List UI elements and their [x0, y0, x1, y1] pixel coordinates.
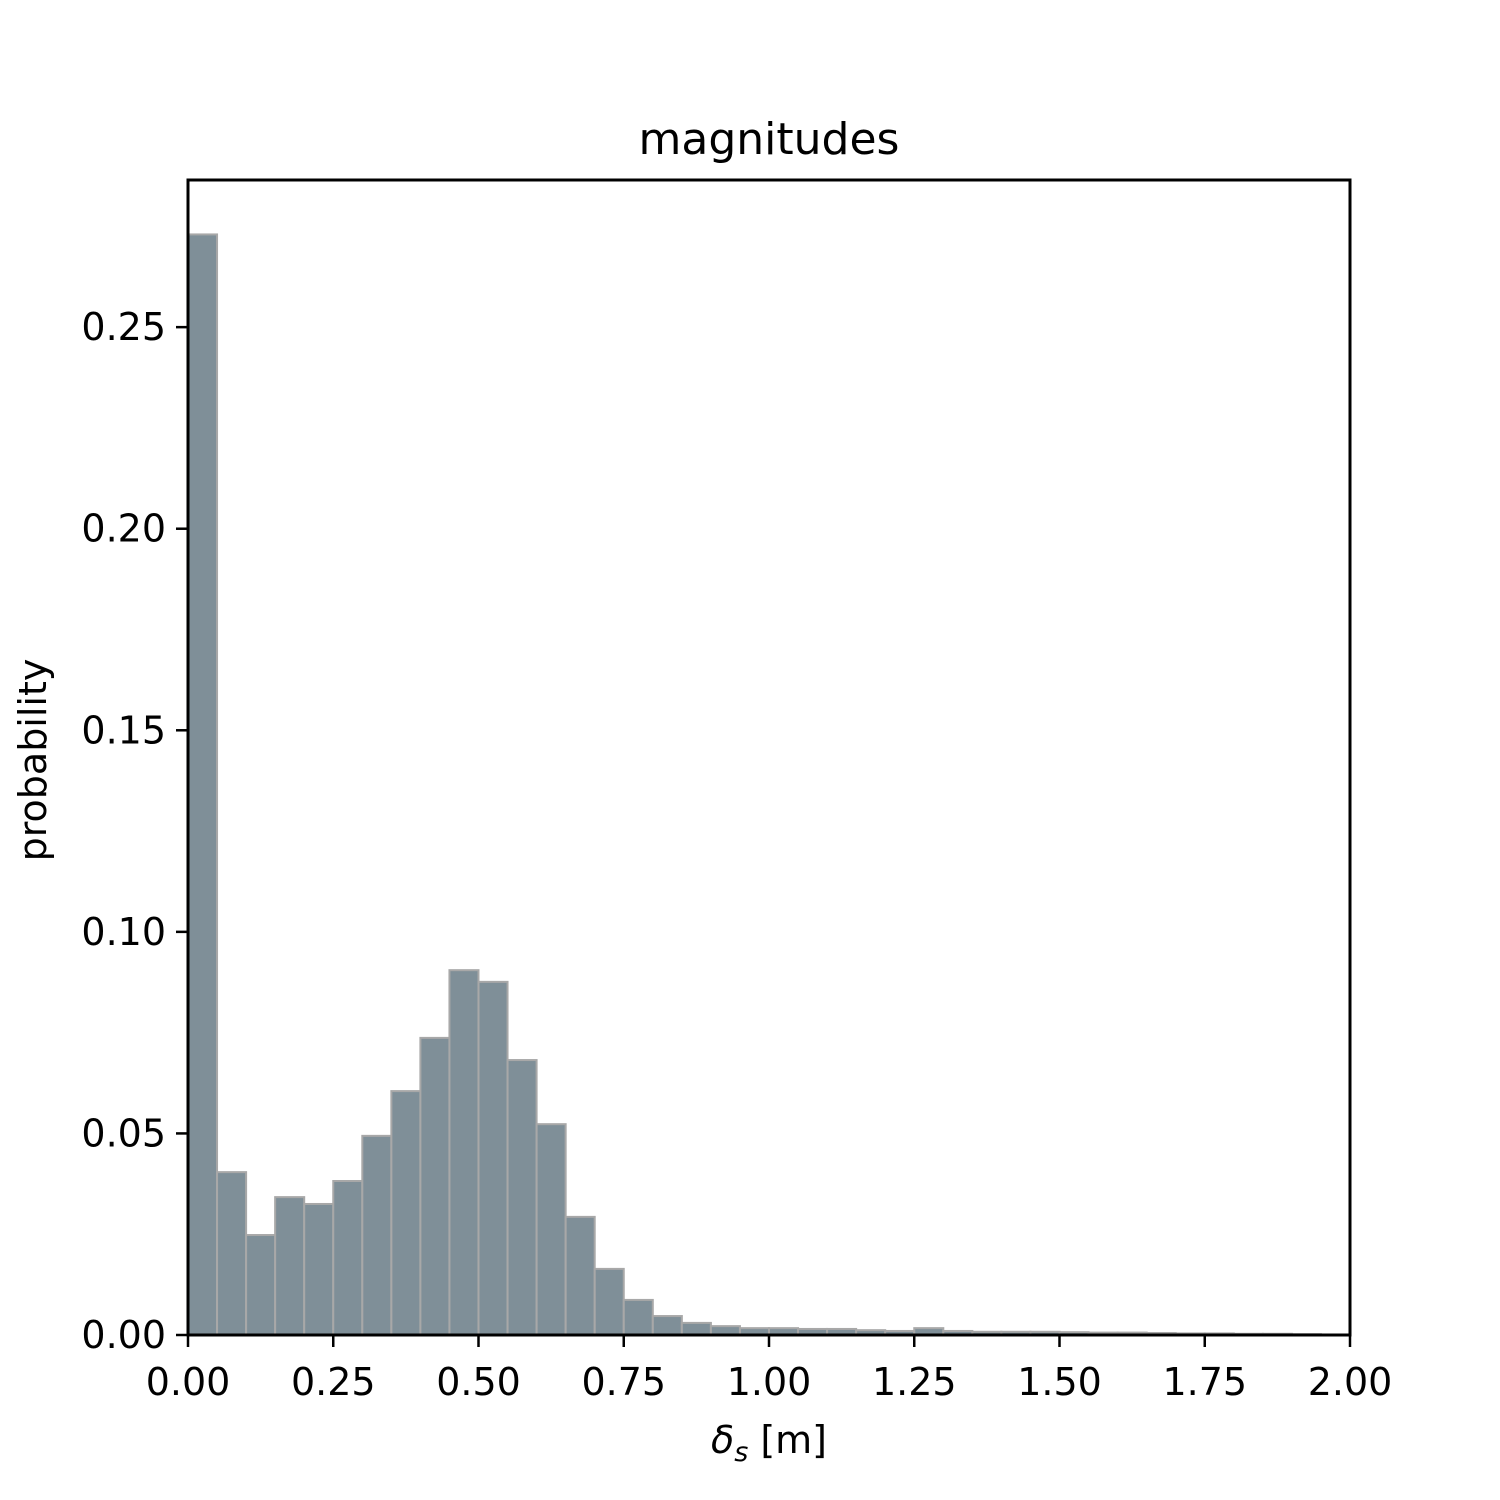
x-tick-label: 1.00 — [727, 1360, 812, 1404]
x-tick-label: 1.25 — [872, 1360, 957, 1404]
bar — [564, 1215, 596, 1337]
bar — [274, 1196, 306, 1336]
bar — [303, 1202, 335, 1336]
bar — [680, 1321, 712, 1337]
y-tick-label: 0.00 — [81, 1313, 166, 1357]
chart-title: magnitudes — [639, 114, 900, 165]
x-axis-label-unit: [m] — [760, 1418, 827, 1462]
x-tick-label: 0.00 — [146, 1360, 231, 1404]
bar — [593, 1267, 625, 1336]
y-tick-label: 0.20 — [81, 507, 166, 551]
bar — [216, 1171, 248, 1336]
y-tick-label: 0.25 — [81, 305, 166, 349]
x-tick-label: 1.75 — [1162, 1360, 1247, 1404]
bar — [419, 1036, 451, 1336]
x-tick-label: 0.50 — [436, 1360, 521, 1404]
x-tick-label: 0.25 — [291, 1360, 376, 1404]
bar — [506, 1059, 538, 1337]
bar — [622, 1298, 654, 1337]
bar — [187, 233, 219, 1337]
bar — [448, 969, 480, 1336]
bar — [390, 1090, 422, 1337]
x-tick-label: 2.00 — [1308, 1360, 1393, 1404]
y-tick-label: 0.05 — [81, 1111, 166, 1155]
bar — [332, 1180, 364, 1336]
bar — [477, 980, 509, 1336]
bar — [535, 1123, 567, 1337]
x-axis-label: δs [m] — [711, 1418, 827, 1468]
bar — [651, 1315, 683, 1337]
x-axis-label-symbol: δ — [711, 1418, 734, 1462]
bar — [245, 1234, 277, 1337]
x-axis-label-subscript: s — [734, 1437, 748, 1468]
x-tick-label: 1.50 — [1017, 1360, 1102, 1404]
y-tick-label: 0.10 — [81, 910, 166, 954]
x-tick-label: 0.75 — [581, 1360, 666, 1404]
bar — [361, 1134, 393, 1336]
y-tick-label: 0.15 — [81, 708, 166, 752]
y-axis-label: probability — [11, 659, 55, 862]
